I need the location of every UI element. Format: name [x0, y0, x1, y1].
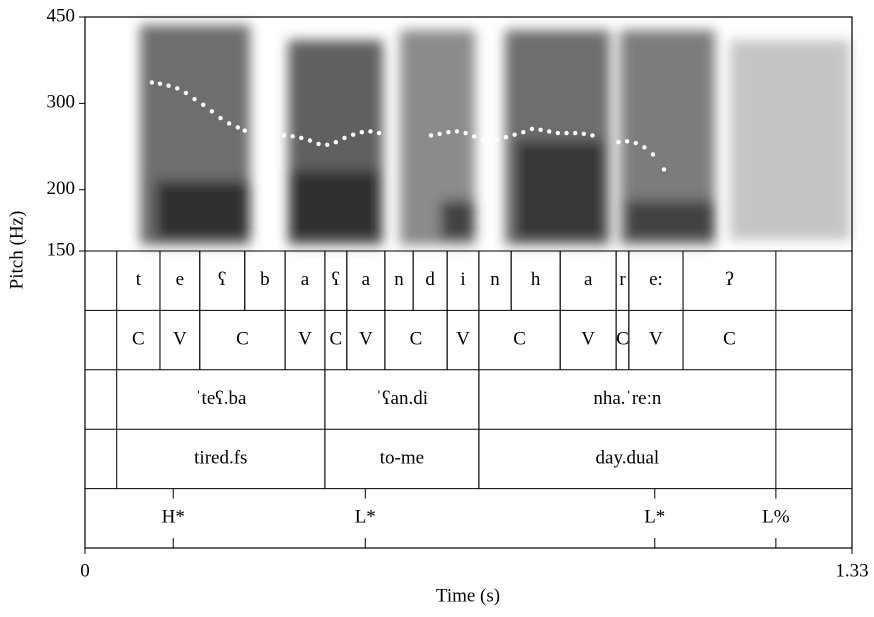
interval-label: r: [619, 269, 626, 290]
pitch-point: [538, 127, 543, 132]
pitch-point: [149, 80, 155, 85]
interval-label: tired.fs: [194, 447, 247, 468]
pitch-point: [480, 137, 486, 142]
interval-label: C: [330, 328, 343, 349]
interval-label: n: [394, 269, 404, 290]
interval-label: i: [460, 269, 465, 290]
pitch-point: [350, 132, 356, 137]
interval-label: C: [723, 328, 736, 349]
pitch-point: [428, 133, 434, 138]
pitch-point: [368, 129, 373, 134]
interval-label: C: [236, 328, 249, 349]
pitch-point: [512, 132, 517, 137]
interval-label: a: [362, 269, 371, 290]
y-tick-label: 200: [47, 178, 76, 199]
pitch-point: [307, 138, 313, 143]
pitch-point: [342, 135, 347, 141]
pitch-point: [529, 126, 535, 132]
interval-label: to-me: [380, 447, 424, 468]
interval-label: C: [410, 328, 423, 349]
interval-label: C: [513, 328, 526, 349]
pitch-point: [564, 130, 569, 136]
point-label: L*: [355, 507, 376, 528]
pitch-point: [503, 134, 509, 140]
interval-label: ʔ: [725, 269, 733, 290]
interval-label: ˈteʕ.ba: [195, 388, 247, 409]
pitch-point: [325, 142, 330, 147]
pitch-point: [242, 128, 247, 133]
pitch-point: [192, 96, 197, 102]
pitch-point: [226, 121, 232, 126]
pitch-point: [642, 145, 647, 150]
pitch-point: [209, 109, 215, 114]
pitch-point: [446, 130, 451, 135]
pitch-point: [437, 131, 442, 137]
pitch-point: [521, 130, 526, 135]
point-label: L%: [762, 507, 790, 528]
pitch-point: [463, 130, 468, 136]
interval-label: day.dual: [596, 447, 660, 468]
interval-label: e: [176, 269, 184, 290]
interval-label: a: [301, 269, 310, 290]
pitch-point: [359, 130, 365, 135]
pitch-point: [290, 134, 295, 139]
interval-label: C: [132, 328, 145, 349]
y-tick-label: 300: [47, 92, 76, 113]
pitch-point: [486, 139, 491, 144]
interval-label: ʕ: [332, 269, 340, 290]
pitch-point: [166, 83, 171, 88]
pitch-point: [616, 139, 621, 145]
interval-label: C: [616, 328, 629, 349]
spectrogram: [140, 25, 850, 245]
pitch-point: [333, 139, 339, 145]
pitch-point: [299, 135, 304, 141]
interval-label: V: [298, 328, 312, 349]
pitch-point: [316, 141, 321, 147]
interval-label: V: [649, 328, 663, 349]
pitch-point: [555, 130, 561, 136]
x-tick-label: 1.33: [835, 560, 868, 581]
pitch-point: [376, 130, 382, 136]
interval-label: nha.ˈreːn: [593, 388, 662, 409]
interval-label: V: [173, 328, 187, 349]
pitch-point: [495, 137, 500, 142]
pitch-point: [581, 131, 587, 137]
y-tick-label: 450: [47, 5, 76, 26]
y-axis-label: Pitch (Hz): [6, 211, 27, 290]
pitch-point: [547, 129, 552, 134]
pitch-point: [472, 134, 477, 139]
interval-label: ʕ: [218, 269, 226, 290]
pitch-point: [633, 140, 638, 146]
interval-label: a: [584, 269, 593, 290]
interval-label: ˈʕan.di: [376, 388, 428, 409]
pitch-point: [201, 102, 206, 107]
pitch-point: [650, 152, 656, 157]
pitch-point: [281, 133, 287, 138]
x-tick-label: 0: [80, 560, 90, 581]
pitch-point: [590, 133, 595, 138]
pitch-point: [454, 129, 460, 134]
pitch-point: [218, 115, 223, 121]
point-label: L*: [644, 507, 665, 528]
pitch-point: [235, 125, 241, 130]
interval-label: h: [531, 269, 541, 290]
interval-label: b: [260, 269, 270, 290]
pitch-point: [572, 130, 578, 136]
x-axis-label: Time (s): [436, 585, 500, 606]
pitch-point: [624, 139, 630, 144]
interval-label: n: [490, 269, 500, 290]
interval-label: t: [136, 269, 142, 290]
pitch-point: [661, 167, 667, 172]
pitch-point: [183, 90, 189, 96]
interval-label: V: [359, 328, 373, 349]
interval-label: V: [581, 328, 595, 349]
pitch-point: [175, 86, 180, 91]
interval-label: d: [425, 269, 435, 290]
interval-label: e:: [649, 269, 663, 290]
y-tick-label: 150: [47, 239, 76, 260]
interval-label: V: [456, 328, 470, 349]
point-label: H*: [162, 507, 185, 528]
pitch-point: [157, 81, 163, 86]
